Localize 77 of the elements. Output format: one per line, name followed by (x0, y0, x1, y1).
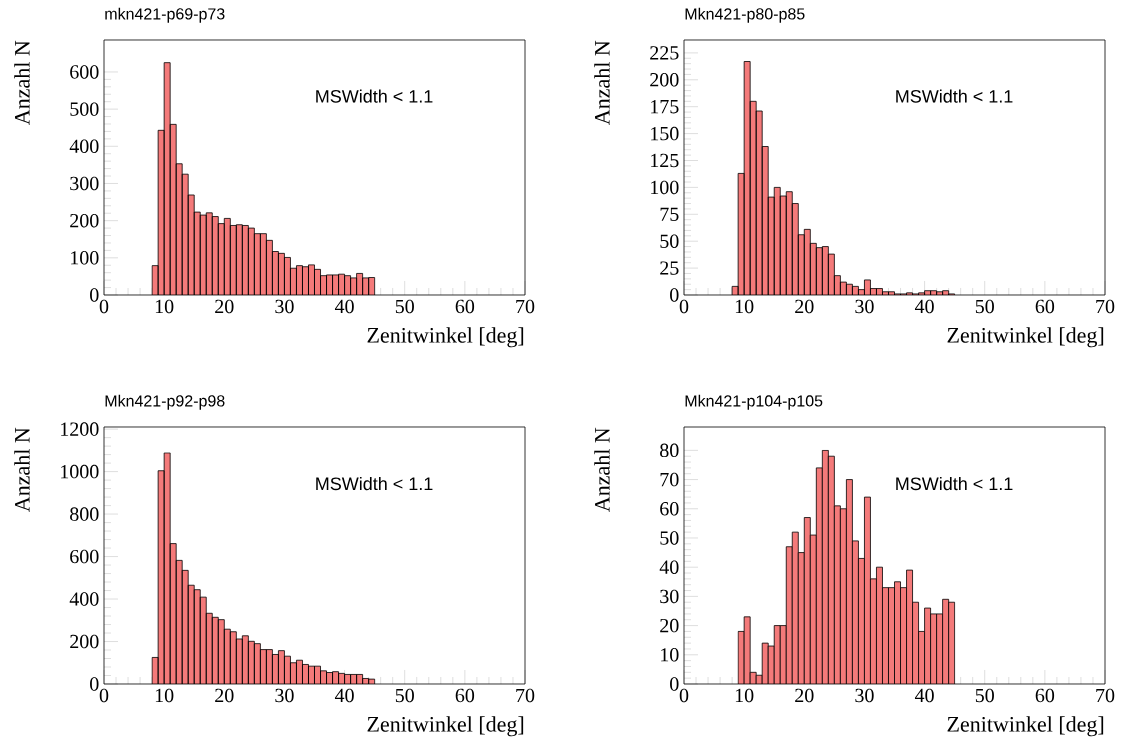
chart-title: mkn421-p69-p73 (105, 7, 225, 23)
y-tick-label: 100 (71, 251, 99, 265)
x-tick-label: 20 (215, 299, 234, 314)
y-tick-label: 50 (660, 531, 679, 545)
x-tick-label: 60 (455, 299, 475, 314)
x-tick-label: 20 (795, 688, 814, 703)
y-tick-label: 300 (70, 176, 99, 191)
x-tick-label: 60 (1035, 299, 1055, 314)
y-tick-label: 70 (660, 472, 679, 487)
x-tick-label: 50 (975, 688, 994, 703)
y-tick-label: 200 (70, 634, 99, 649)
x-tick-label: 70 (516, 299, 535, 314)
x-tick-label: 40 (914, 688, 934, 703)
y-tick-label: 1000 (61, 464, 99, 479)
annotation: MSWidth < 1.1 (316, 89, 433, 103)
y-tick-label: 75 (660, 207, 679, 221)
annotation: MSWidth < 1.1 (896, 476, 1013, 491)
y-tick-label: 0 (90, 288, 99, 302)
x-tick-label: 20 (215, 688, 234, 703)
y-tick-label: 1200 (61, 422, 99, 436)
y-tick-label: 10 (661, 648, 679, 662)
y-tick-label: 400 (69, 139, 99, 154)
x-tick-label: 30 (855, 688, 874, 703)
y-tick-label: 60 (660, 502, 679, 516)
y-tick-label: 20 (660, 618, 679, 633)
x-tick-label: 10 (155, 688, 174, 703)
y-tick-label: 100 (651, 180, 679, 195)
y-tick-label: 600 (70, 549, 99, 564)
x-tick-label: 60 (1035, 688, 1055, 703)
x-tick-label: 30 (275, 299, 294, 314)
y-tick-label: 800 (70, 507, 99, 521)
x-tick-label: 40 (334, 688, 354, 703)
y-tick-label: 80 (660, 443, 679, 458)
y-axis-title: Anzahl N (14, 427, 30, 512)
x-tick-label: 10 (155, 299, 174, 314)
y-axis-title: Anzahl N (14, 40, 30, 125)
annotation: MSWidth < 1.1 (316, 476, 433, 491)
chart-title: Mkn421-p92-p98 (105, 394, 225, 410)
y-tick-label: 125 (651, 153, 679, 168)
y-tick-label: 0 (670, 677, 679, 691)
x-tick-label: 40 (914, 299, 934, 314)
x-tick-label: 10 (735, 688, 754, 703)
y-tick-label: 500 (70, 102, 99, 116)
x-axis-title: Zenitwinkel [deg] (367, 716, 524, 737)
x-tick-label: 10 (735, 299, 754, 314)
y-tick-label: 0 (90, 677, 99, 691)
x-tick-label: 70 (1096, 299, 1115, 314)
x-tick-label: 70 (1096, 688, 1115, 703)
y-tick-label: 150 (651, 126, 679, 141)
x-tick-label: 70 (516, 688, 535, 703)
chart-title: Mkn421-p80-p85 (685, 7, 805, 23)
x-tick-label: 30 (275, 688, 294, 703)
annotation: MSWidth < 1.1 (896, 89, 1013, 103)
y-axis-title: Anzahl N (594, 40, 610, 125)
y-tick-label: 225 (650, 46, 679, 60)
y-tick-label: 400 (69, 592, 99, 606)
y-tick-label: 200 (70, 213, 99, 228)
x-tick-label: 40 (334, 299, 354, 314)
x-tick-label: 50 (395, 299, 414, 314)
x-tick-label: 50 (395, 688, 414, 703)
y-tick-label: 30 (660, 589, 679, 604)
y-tick-label: 40 (659, 560, 679, 574)
chart-title: Mkn421-p104-p105 (685, 394, 823, 410)
x-tick-label: 60 (455, 688, 475, 703)
y-tick-label: 200 (650, 73, 679, 87)
x-axis-title: Zenitwinkel [deg] (947, 327, 1104, 348)
x-tick-label: 30 (855, 299, 874, 314)
x-axis-title: Zenitwinkel [deg] (367, 327, 524, 348)
y-axis-title: Anzahl N (594, 427, 610, 512)
y-tick-label: 0 (670, 288, 679, 302)
y-tick-label: 600 (70, 65, 99, 79)
x-axis-title: Zenitwinkel [deg] (947, 716, 1104, 737)
x-tick-label: 20 (795, 299, 814, 314)
y-tick-label: 50 (660, 234, 679, 248)
x-tick-label: 50 (975, 299, 994, 314)
y-tick-label: 25 (660, 261, 679, 275)
y-tick-label: 175 (651, 100, 679, 114)
